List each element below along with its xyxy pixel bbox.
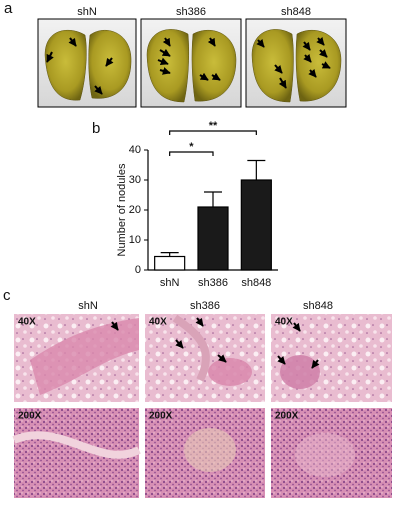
lung-shapes	[44, 29, 342, 103]
panel-label: b	[92, 120, 100, 137]
column-title: sh386	[190, 300, 220, 312]
significance-label: **	[209, 120, 218, 132]
photo-title: sh848	[281, 6, 311, 18]
column-title: sh848	[303, 300, 333, 312]
x-tick-label: sh386	[198, 277, 228, 289]
y-axis-label: Number of nodules	[116, 163, 128, 256]
arrows	[46, 36, 331, 95]
histology	[12, 314, 392, 498]
significance-bracket	[169, 130, 257, 135]
arrows	[110, 317, 320, 369]
y-tick-label: 0	[135, 264, 141, 276]
magnification: 40X	[275, 317, 293, 328]
x-tick-label: shN	[160, 277, 180, 289]
panel-label: a	[4, 0, 13, 17]
y-tick-label: 40	[129, 144, 141, 156]
magnification: 200X	[149, 411, 173, 422]
significance-bracket	[169, 151, 214, 156]
y-tick-label: 30	[129, 174, 141, 186]
bar	[197, 206, 229, 271]
magnification: 200X	[275, 411, 299, 422]
y-tick-label: 10	[129, 234, 141, 246]
magnification: 200X	[18, 411, 42, 422]
magnification: 40X	[149, 317, 167, 328]
magnification: 40X	[18, 317, 36, 328]
photo-title: shN	[77, 6, 97, 18]
photo-title: sh386	[176, 6, 206, 18]
bar	[240, 179, 272, 271]
significance-label: *	[189, 141, 194, 153]
x-tick-label: sh848	[241, 277, 271, 289]
y-tick-label: 20	[129, 204, 141, 216]
panel-label: c	[3, 287, 11, 304]
column-title: shN	[78, 300, 98, 312]
bar	[154, 255, 186, 271]
